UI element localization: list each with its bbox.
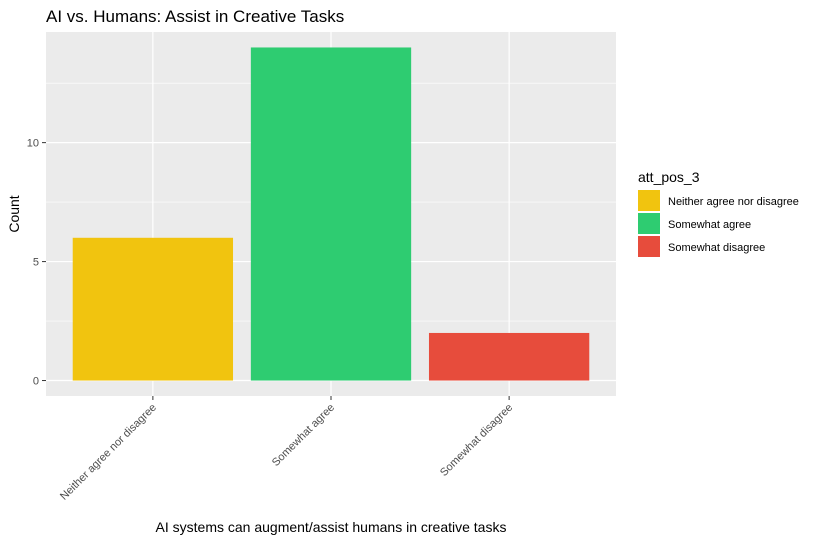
legend-label: Neither agree nor disagree: [668, 196, 799, 208]
x-tick-label: Neither agree nor disagree: [58, 402, 159, 503]
chart-title: AI vs. Humans: Assist in Creative Tasks: [46, 7, 344, 26]
y-tick-label: 10: [27, 138, 39, 150]
legend-key: [638, 236, 660, 257]
bar: [428, 332, 590, 381]
y-tick-label: 5: [33, 257, 39, 269]
legend-key: [638, 213, 660, 234]
x-tick-label: Somewhat disagree: [438, 402, 515, 479]
x-tick-label: Somewhat agree: [270, 402, 337, 469]
y-axis-label: Count: [6, 195, 22, 232]
legend-title: att_pos_3: [638, 169, 700, 185]
x-axis-label: AI systems can augment/assist humans in …: [156, 519, 507, 535]
bar: [72, 237, 234, 381]
legend: att_pos_3 Neither agree nor disagree Some…: [638, 169, 799, 257]
bars: [72, 47, 590, 381]
y-tick-label: 0: [33, 376, 39, 388]
bar: [250, 47, 412, 381]
legend-label: Somewhat agree: [668, 219, 751, 231]
legend-key: [638, 190, 660, 211]
legend-label: Somewhat disagree: [668, 242, 765, 254]
